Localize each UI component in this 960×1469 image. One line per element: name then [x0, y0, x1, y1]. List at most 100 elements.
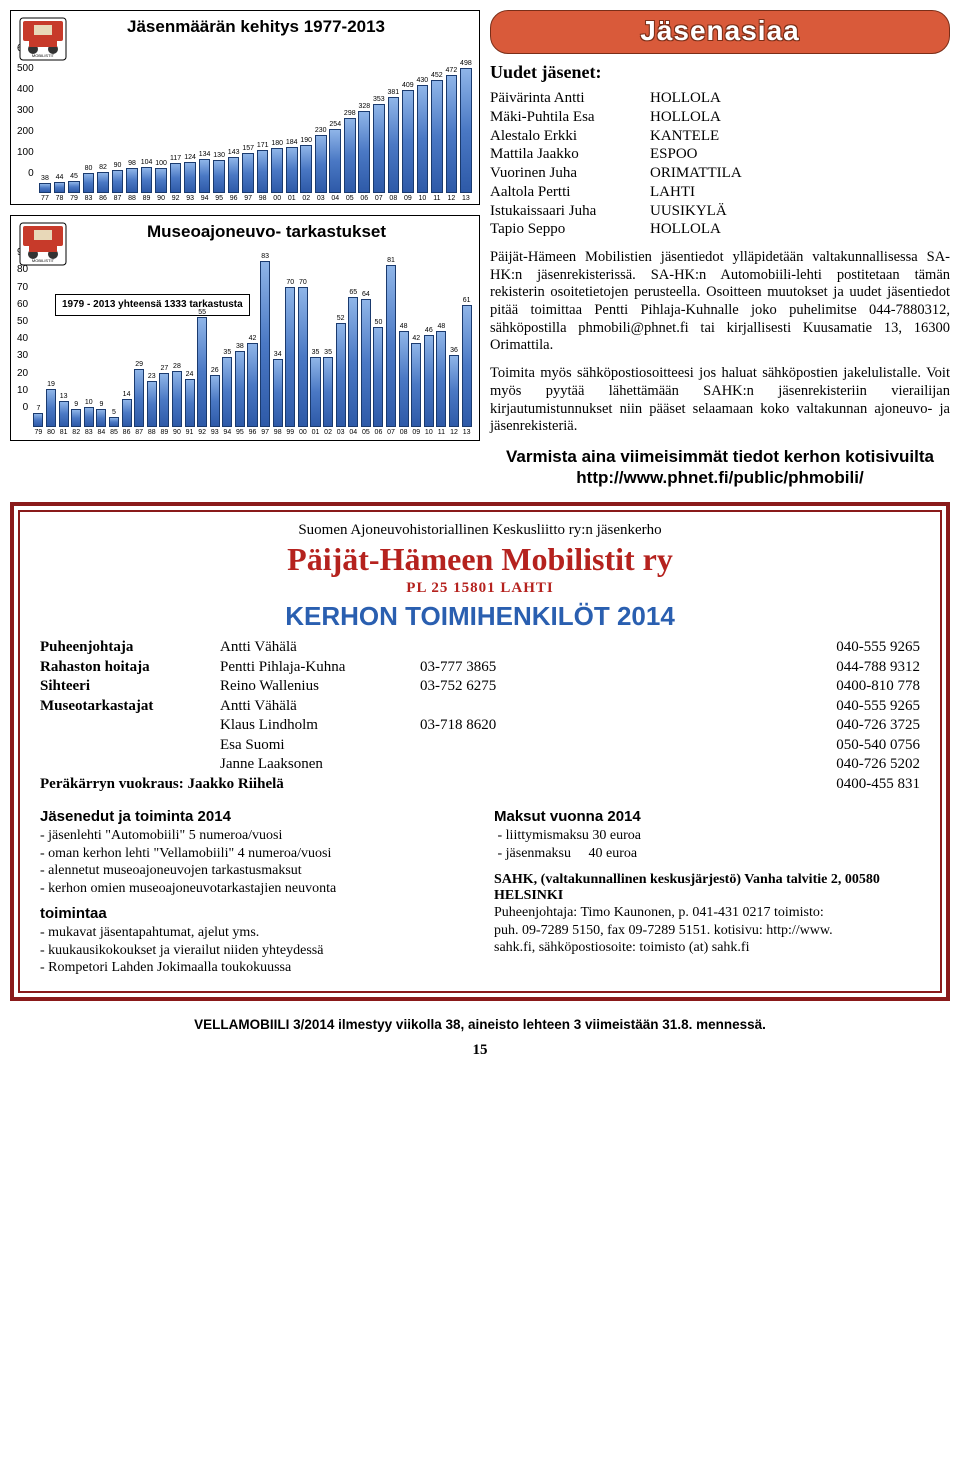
role-cell: Rahaston hoitaja [40, 658, 220, 678]
bar-value: 70 [299, 279, 307, 286]
bar [329, 129, 341, 193]
bar-value: 430 [417, 77, 429, 84]
bar [155, 168, 167, 193]
bar-col: 36 [448, 347, 461, 427]
bar-col: 65 [347, 289, 360, 427]
bar [336, 323, 346, 427]
role-row: Rahaston hoitajaPentti Pihlaja-Kuhna03-7… [40, 658, 920, 678]
bar-value: 184 [286, 139, 298, 146]
role-cell [420, 638, 550, 658]
bar-col: 35 [221, 349, 234, 427]
bar-value: 50 [375, 319, 383, 326]
chart-inspections: Museoajoneuvo- tarkastukset 1979 - 2013 … [10, 215, 480, 442]
bar-value: 254 [329, 121, 341, 128]
chart1-x-axis: 7778798386878889909293949596979800010203… [38, 195, 473, 202]
x-tick: 87 [133, 429, 146, 436]
bar-col: 23 [145, 373, 158, 427]
bar-col: 55 [196, 309, 209, 427]
list-line: - mukavat jäsentapahtumat, ajelut yms. [40, 924, 466, 942]
bar [213, 160, 225, 193]
x-tick: 98 [271, 429, 284, 436]
x-tick: 95 [234, 429, 247, 436]
bar-value: 498 [460, 60, 472, 67]
bar-col: 44 [52, 174, 67, 193]
role-cell: 044-788 9312 [550, 658, 920, 678]
bar-value: 298 [344, 110, 356, 117]
role-cell: 03-718 8620 [420, 716, 550, 736]
x-tick: 01 [284, 195, 299, 202]
x-tick: 98 [255, 195, 270, 202]
chart2-x-axis: 7980818283848586878889909192939495969798… [32, 429, 473, 436]
bar [424, 335, 434, 427]
bar-col: 83 [259, 253, 272, 427]
bar [184, 162, 196, 193]
bar-col: 157 [241, 145, 256, 192]
bar-col: 27 [158, 365, 171, 427]
x-tick: 04 [328, 195, 343, 202]
chart1-bars: 3844458082909810410011712413413014315717… [38, 43, 473, 193]
bar-col: 45 [67, 173, 82, 192]
bar-col: 100 [154, 160, 169, 193]
x-tick: 91 [183, 429, 196, 436]
bar-col: 61 [460, 297, 473, 427]
bar-value: 90 [114, 162, 122, 169]
x-tick: 96 [226, 195, 241, 202]
bar [417, 85, 429, 193]
role-cell: 050-540 0756 [550, 736, 920, 756]
bar-col: 180 [270, 140, 285, 193]
bar-col: 48 [435, 323, 448, 427]
x-tick: 92 [168, 195, 183, 202]
bar [172, 371, 182, 427]
banner-text: Jäsenasiaa [640, 15, 799, 46]
x-tick: 09 [410, 429, 423, 436]
right-column: Jäsenasiaa Uudet jäsenet: Päivärinta Ant… [490, 10, 950, 488]
bar-col: 353 [372, 96, 387, 192]
bar [399, 331, 409, 427]
bar-col: 48 [397, 323, 410, 427]
bar-col: 171 [255, 142, 270, 193]
bar-value: 35 [324, 349, 332, 356]
role-cell: Esa Suomi [220, 736, 420, 756]
frame-heading: KERHON TOIMIHENKILÖT 2014 [40, 601, 920, 632]
x-tick: 05 [360, 429, 373, 436]
bar-value: 157 [242, 145, 254, 152]
bar [83, 173, 95, 193]
bar-col: 124 [183, 154, 198, 193]
member-name: Aaltola Pertti [490, 183, 650, 202]
bar-value: 7 [36, 405, 40, 412]
x-tick: 02 [322, 429, 335, 436]
fees-list: - liittymismaksu 30 euroa - jäsenmaksu 4… [494, 827, 920, 862]
contacts-frame: Suomen Ajoneuvohistoriallinen Keskusliit… [10, 502, 950, 1001]
role-cell [40, 736, 220, 756]
bar-value: 409 [402, 82, 414, 89]
bar-col: 130 [212, 152, 227, 193]
bar-value: 124 [184, 154, 196, 161]
x-tick: 87 [110, 195, 125, 202]
bar-value: 5 [112, 409, 116, 416]
bar [348, 297, 358, 427]
bar-col: 34 [271, 351, 284, 427]
bar [462, 305, 472, 427]
list-line: Puheenjohtaja: Timo Kaunonen, p. 041-431… [494, 904, 920, 922]
role-cell [420, 697, 550, 717]
x-tick: 90 [171, 429, 184, 436]
new-members-heading: Uudet jäsenet: [490, 62, 950, 83]
member-row: Aaltola PerttiLAHTI [490, 183, 950, 202]
bar [126, 168, 138, 193]
bar-value: 35 [312, 349, 320, 356]
member-row: Mäki-Puhtila EsaHOLLOLA [490, 108, 950, 127]
role-row: Janne Laaksonen040-726 5202 [40, 755, 920, 775]
bar [271, 148, 283, 193]
bar-value: 472 [446, 67, 458, 74]
x-tick: 86 [96, 195, 111, 202]
list-line: - oman kerhon lehti "Vellamobiili" 4 num… [40, 845, 466, 863]
x-tick: 88 [145, 429, 158, 436]
benefits-column: Jäsenedut ja toiminta 2014 - jäsenlehti … [40, 808, 466, 977]
bar-value: 117 [170, 155, 181, 162]
bar [197, 317, 207, 427]
chart1-y-axis: 6005004003002001000 [17, 43, 38, 193]
role-cell: 0400-455 831 [480, 775, 920, 795]
bar [84, 407, 94, 427]
bar-col: 70 [297, 279, 310, 427]
role-row: PuheenjohtajaAntti Vähälä040-555 9265 [40, 638, 920, 658]
